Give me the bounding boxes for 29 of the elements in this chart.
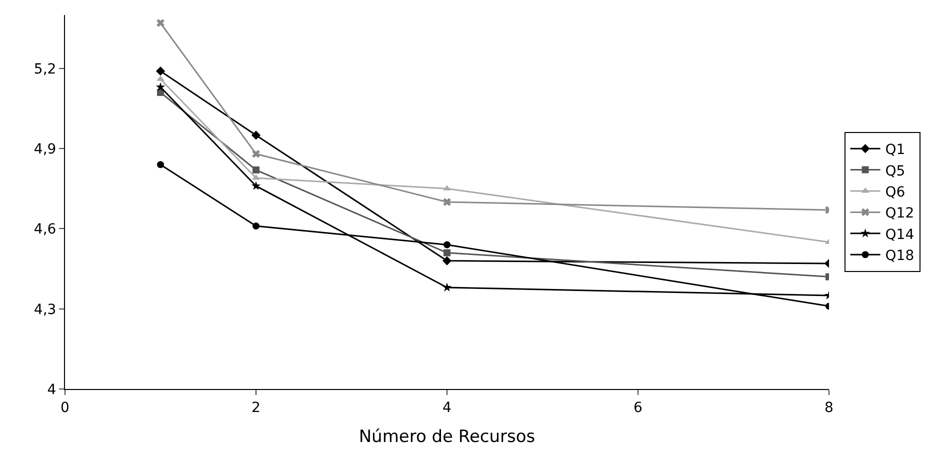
x-tick-label: 6	[634, 400, 643, 416]
legend-label: Q14	[885, 226, 914, 243]
legend-label: Q12	[885, 206, 914, 222]
x-tick-label: 8	[824, 400, 834, 416]
x-tick-label: 2	[252, 400, 260, 416]
point	[252, 166, 260, 174]
point	[251, 181, 261, 190]
x-tick-label: 4	[442, 400, 452, 416]
point	[252, 150, 260, 158]
point	[156, 66, 166, 76]
point	[252, 222, 260, 230]
y-tick-label: 4	[47, 382, 56, 398]
y-tick-label: 4,9	[34, 141, 56, 158]
point	[444, 241, 450, 248]
point	[442, 282, 452, 292]
x-axis-title: Número de Recursos	[358, 427, 536, 448]
y-tick-label: 5,2	[34, 61, 56, 78]
point	[442, 256, 452, 266]
legend-label: Q1	[885, 142, 906, 158]
point	[444, 249, 450, 256]
x-tick-label: 0	[60, 400, 70, 416]
y-tick-label: 4,6	[34, 222, 56, 238]
legend-label: Q6	[885, 184, 906, 200]
y-tick-label: 4,3	[34, 302, 56, 318]
point	[251, 130, 261, 140]
legend-label: Q5	[885, 163, 906, 180]
legend-label: Q18	[885, 248, 914, 264]
point	[157, 161, 164, 168]
point	[156, 82, 166, 92]
